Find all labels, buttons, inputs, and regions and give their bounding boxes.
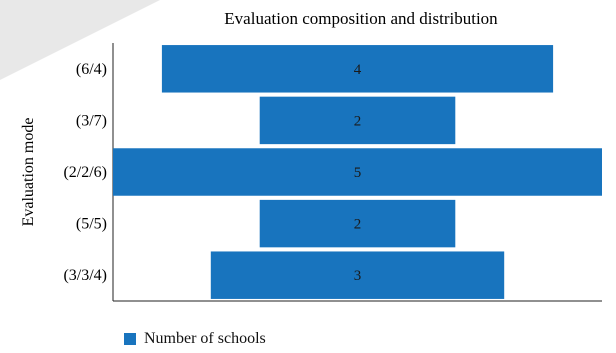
y-tick-label: (3/3/4) xyxy=(63,267,107,284)
legend: Number of schools xyxy=(124,330,266,348)
data-label: 3 xyxy=(354,268,362,284)
data-label: 4 xyxy=(354,62,362,78)
bar xyxy=(161,45,554,93)
y-axis-label: Evaluation mode xyxy=(20,118,37,227)
y-tick-label: (2/2/6) xyxy=(63,164,107,181)
legend-label: Number of schools xyxy=(144,330,266,347)
bar xyxy=(113,148,602,196)
data-label: 5 xyxy=(354,165,362,181)
y-tick-label: (5/5) xyxy=(76,216,107,233)
decorative-corner xyxy=(0,0,160,80)
y-tick-label: (6/4) xyxy=(76,61,107,78)
bar xyxy=(210,251,505,299)
bar xyxy=(259,199,456,248)
y-tick-label: (3/7) xyxy=(76,112,107,129)
data-label: 2 xyxy=(354,217,362,233)
chart-title: Evaluation composition and distribution xyxy=(224,9,498,28)
bar xyxy=(259,96,456,145)
legend-swatch xyxy=(124,333,136,345)
data-label: 2 xyxy=(354,113,362,129)
